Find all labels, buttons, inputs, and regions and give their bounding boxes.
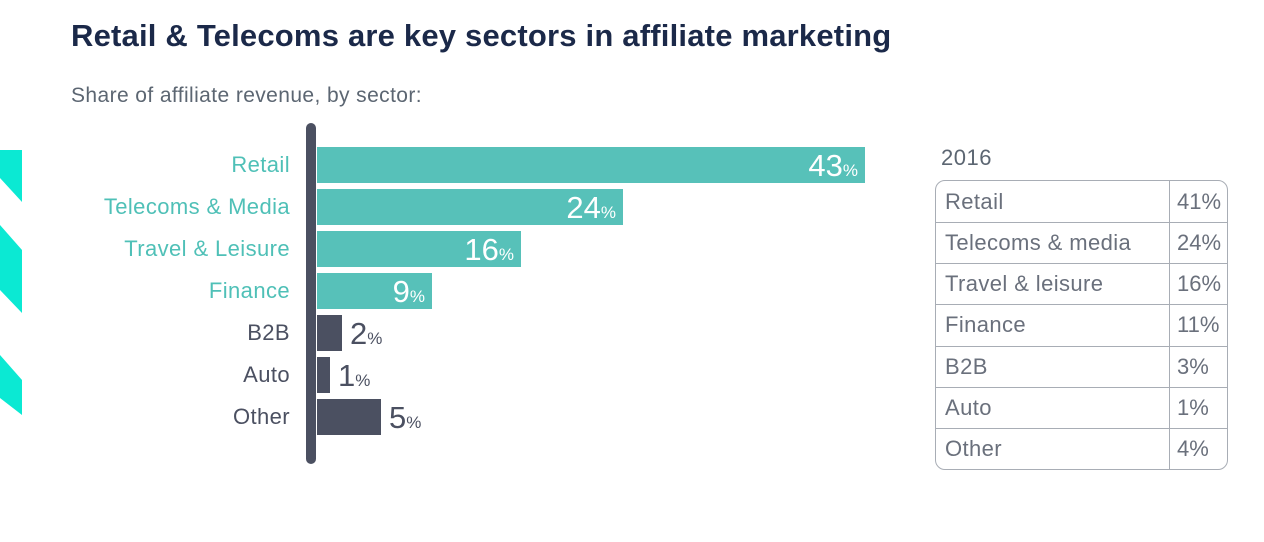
category-label: Telecoms & Media: [103, 194, 290, 219]
table-row-value: 41%: [1169, 181, 1227, 223]
table-row: Telecoms & media 24%: [936, 222, 1227, 264]
bar-value-label: 16%: [464, 231, 514, 267]
bar-row: Auto 1%: [71, 354, 865, 396]
bar-row: Telecoms & Media 24%: [71, 186, 865, 228]
category-label: B2B: [247, 320, 290, 345]
stripe-shape: [0, 225, 22, 313]
table-row-value: 4%: [1169, 428, 1227, 469]
bar: 9%: [317, 273, 432, 309]
bar-value-label: 24%: [566, 189, 616, 225]
bar-row: Finance 9%: [71, 270, 865, 312]
table-row-label: Other: [945, 435, 1003, 461]
category-label: Other: [232, 404, 290, 429]
bar-value-label: 2%: [350, 315, 383, 351]
chart-subtitle: Share of affiliate revenue, by sector:: [71, 84, 423, 107]
stripe-shape: [0, 355, 22, 415]
table-row-value: 24%: [1169, 223, 1227, 264]
category-label: Travel & Leisure: [124, 236, 290, 261]
table-row-label: Finance: [945, 312, 1027, 338]
bar: 5%: [317, 399, 421, 435]
table-row-value: 16%: [1169, 264, 1227, 305]
data-table: Retail 41% Telecoms & media 24% Travel &…: [935, 180, 1228, 470]
decorative-stripes: [0, 150, 22, 415]
table-row: Finance 11%: [936, 304, 1227, 346]
table-row-label: Auto: [945, 394, 992, 420]
bar-rows: Retail 43% Telecoms & Media 24% Travel &…: [71, 144, 865, 438]
page-title: Retail & Telecoms are key sectors in aff…: [71, 18, 892, 53]
table-row: Other 4%: [936, 427, 1227, 469]
table-row: Retail 41%: [936, 181, 1227, 223]
bar-row: Retail 43%: [71, 144, 865, 186]
table-row-label: Retail: [945, 188, 1004, 214]
table-row-value: 3%: [1169, 346, 1227, 387]
stripe-shape: [0, 150, 22, 202]
chart-axis-line: [306, 123, 316, 464]
bar: 16%: [317, 231, 521, 267]
table-row: Travel & leisure 16%: [936, 263, 1227, 305]
table-row-label: Telecoms & media: [945, 230, 1132, 256]
category-label: Finance: [208, 278, 290, 303]
table-row: Auto 1%: [936, 386, 1227, 428]
bar-value-label: 9%: [392, 273, 425, 309]
bar-row: Travel & Leisure 16%: [71, 228, 865, 270]
bar-value-label: 1%: [338, 357, 371, 393]
category-label: Retail: [231, 152, 290, 177]
table-row: B2B 3%: [936, 345, 1227, 387]
bar-row: B2B 2%: [71, 312, 865, 354]
table-year-header: 2016: [941, 145, 992, 170]
table-row-value: 11%: [1169, 305, 1227, 346]
table-row-value: 1%: [1169, 387, 1227, 428]
bar: 1%: [317, 357, 370, 393]
bar-row: Other 5%: [71, 396, 865, 438]
bar-value-label: 5%: [389, 399, 422, 435]
bar: 2%: [317, 315, 382, 351]
bar: 24%: [317, 189, 623, 225]
category-label: Auto: [243, 362, 290, 387]
table-row-label: B2B: [945, 353, 988, 379]
bar: 43%: [317, 147, 865, 183]
table-row-label: Travel & leisure: [945, 271, 1104, 297]
bar-value-label: 43%: [808, 147, 858, 183]
